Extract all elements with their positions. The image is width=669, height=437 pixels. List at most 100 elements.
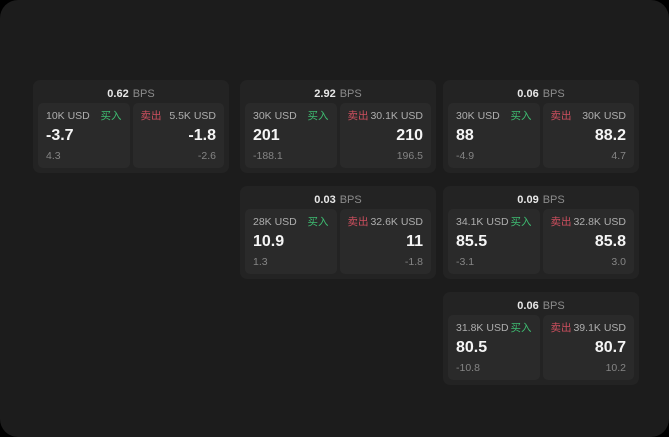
sell-side-label: 卖出 xyxy=(550,110,572,122)
sell-panel[interactable]: 卖出 30K USD 88.2 4.7 xyxy=(542,103,634,168)
buy-side-label: 买入 xyxy=(307,216,329,228)
buy-panel-top: 10K USD 买入 xyxy=(46,110,122,122)
sell-sub-value: 196.5 xyxy=(396,150,423,162)
buy-panel-top: 28K USD 买入 xyxy=(253,216,329,228)
bps-unit-label: BPS xyxy=(132,88,155,100)
sell-price: 80.7 xyxy=(594,339,626,356)
bps-value: 0.06 xyxy=(517,300,539,312)
buy-side-label: 买入 xyxy=(307,110,329,122)
card-header: 2.92 BPS xyxy=(245,85,431,103)
sell-sub-value: -2.6 xyxy=(197,150,216,162)
bps-value: 2.92 xyxy=(314,88,336,100)
bps-value: 0.06 xyxy=(517,88,539,100)
buy-panel[interactable]: 30K USD 买入 88 -4.9 xyxy=(448,103,540,168)
card-header: 0.09 BPS xyxy=(448,191,634,209)
card-header: 0.03 BPS xyxy=(245,191,431,209)
buy-amount: 30K USD xyxy=(253,110,297,122)
bps-unit-label: BPS xyxy=(542,194,565,206)
buy-side-label: 买入 xyxy=(100,110,122,122)
buy-side-label: 买入 xyxy=(510,322,532,334)
sell-sub-value: 3.0 xyxy=(611,256,626,268)
card-header: 0.62 BPS xyxy=(38,85,224,103)
buy-sub-value: -4.9 xyxy=(456,150,475,162)
buy-panel[interactable]: 34.1K USD 买入 85.5 -3.1 xyxy=(448,209,540,274)
sell-price: 88.2 xyxy=(594,127,626,144)
quote-panels: 34.1K USD 买入 85.5 -3.1 卖出 32.8K USD 85.8… xyxy=(448,209,634,274)
bps-unit-label: BPS xyxy=(542,88,565,100)
sell-side-label: 卖出 xyxy=(550,216,572,228)
card-header: 0.06 BPS xyxy=(448,85,634,103)
sell-amount: 32.8K USD xyxy=(573,216,626,228)
buy-panel-top: 30K USD 买入 xyxy=(456,110,532,122)
sell-amount: 5.5K USD xyxy=(169,110,216,122)
buy-price: 201 xyxy=(253,127,280,144)
buy-amount: 34.1K USD xyxy=(456,216,509,228)
buy-side-label: 买入 xyxy=(510,216,532,228)
buy-side-label: 买入 xyxy=(510,110,532,122)
quote-card: 0.03 BPS 28K USD 买入 10.9 1.3 卖出 32.6K US… xyxy=(240,186,436,279)
buy-panel-top: 30K USD 买入 xyxy=(253,110,329,122)
buy-sub-value: -3.1 xyxy=(456,256,475,268)
sell-panel-top: 卖出 5.5K USD xyxy=(141,110,217,122)
sell-panel-top: 卖出 30.1K USD xyxy=(348,110,424,122)
sell-panel-top: 卖出 30K USD xyxy=(551,110,627,122)
buy-sub-value: 4.3 xyxy=(46,150,61,162)
buy-panel-top: 31.8K USD 买入 xyxy=(456,322,532,334)
buy-panel[interactable]: 10K USD 买入 -3.7 4.3 xyxy=(38,103,130,168)
buy-amount: 30K USD xyxy=(456,110,500,122)
bps-unit-label: BPS xyxy=(339,194,362,206)
bps-value: 0.03 xyxy=(314,194,336,206)
sell-price: 85.8 xyxy=(594,233,626,250)
sell-sub-value: -1.8 xyxy=(404,256,423,268)
bps-unit-label: BPS xyxy=(542,300,565,312)
quote-panels: 30K USD 买入 88 -4.9 卖出 30K USD 88.2 4.7 xyxy=(448,103,634,168)
sell-amount: 30K USD xyxy=(582,110,626,122)
quote-panels: 10K USD 买入 -3.7 4.3 卖出 5.5K USD -1.8 -2.… xyxy=(38,103,224,168)
buy-panel[interactable]: 31.8K USD 买入 80.5 -10.8 xyxy=(448,315,540,380)
quote-card: 0.09 BPS 34.1K USD 买入 85.5 -3.1 卖出 32.8K… xyxy=(443,186,639,279)
sell-amount: 39.1K USD xyxy=(573,322,626,334)
sell-side-label: 卖出 xyxy=(347,110,369,122)
sell-panel[interactable]: 卖出 32.6K USD 11 -1.8 xyxy=(339,209,431,274)
buy-price: 80.5 xyxy=(456,339,488,356)
sell-side-label: 卖出 xyxy=(140,110,162,122)
sell-side-label: 卖出 xyxy=(550,322,572,334)
sell-panel[interactable]: 卖出 5.5K USD -1.8 -2.6 xyxy=(132,103,224,168)
sell-panel-top: 卖出 32.6K USD xyxy=(348,216,424,228)
buy-amount: 28K USD xyxy=(253,216,297,228)
quote-card: 0.06 BPS 30K USD 买入 88 -4.9 卖出 30K USD 8… xyxy=(443,80,639,173)
buy-amount: 10K USD xyxy=(46,110,90,122)
buy-panel[interactable]: 30K USD 买入 201 -188.1 xyxy=(245,103,337,168)
quote-panels: 31.8K USD 买入 80.5 -10.8 卖出 39.1K USD 80.… xyxy=(448,315,634,380)
bps-value: 0.09 xyxy=(517,194,539,206)
quote-card: 0.62 BPS 10K USD 买入 -3.7 4.3 卖出 5.5K USD… xyxy=(33,80,229,173)
sell-price: 210 xyxy=(396,127,423,144)
sell-panel[interactable]: 卖出 39.1K USD 80.7 10.2 xyxy=(542,315,634,380)
buy-panel[interactable]: 28K USD 买入 10.9 1.3 xyxy=(245,209,337,274)
card-header: 0.06 BPS xyxy=(448,297,634,315)
sell-price: 11 xyxy=(406,233,423,250)
sell-panel-top: 卖出 39.1K USD xyxy=(551,322,627,334)
sell-amount: 32.6K USD xyxy=(370,216,423,228)
sell-amount: 30.1K USD xyxy=(370,110,423,122)
buy-price: -3.7 xyxy=(46,127,74,144)
quote-panels: 28K USD 买入 10.9 1.3 卖出 32.6K USD 11 -1.8 xyxy=(245,209,431,274)
bps-unit-label: BPS xyxy=(339,88,362,100)
buy-sub-value: 1.3 xyxy=(253,256,268,268)
buy-amount: 31.8K USD xyxy=(456,322,509,334)
sell-panel[interactable]: 卖出 30.1K USD 210 196.5 xyxy=(339,103,431,168)
sell-sub-value: 10.2 xyxy=(605,362,626,374)
sell-sub-value: 4.7 xyxy=(611,150,626,162)
buy-sub-value: -188.1 xyxy=(253,150,283,162)
buy-price: 88 xyxy=(456,127,474,144)
quote-panels: 30K USD 买入 201 -188.1 卖出 30.1K USD 210 1… xyxy=(245,103,431,168)
quote-card: 0.06 BPS 31.8K USD 买入 80.5 -10.8 卖出 39.1… xyxy=(443,292,639,385)
buy-sub-value: -10.8 xyxy=(456,362,480,374)
sell-side-label: 卖出 xyxy=(347,216,369,228)
sell-panel[interactable]: 卖出 32.8K USD 85.8 3.0 xyxy=(542,209,634,274)
quote-card: 2.92 BPS 30K USD 买入 201 -188.1 卖出 30.1K … xyxy=(240,80,436,173)
bps-value: 0.62 xyxy=(107,88,129,100)
sell-panel-top: 卖出 32.8K USD xyxy=(551,216,627,228)
sell-price: -1.8 xyxy=(188,127,216,144)
